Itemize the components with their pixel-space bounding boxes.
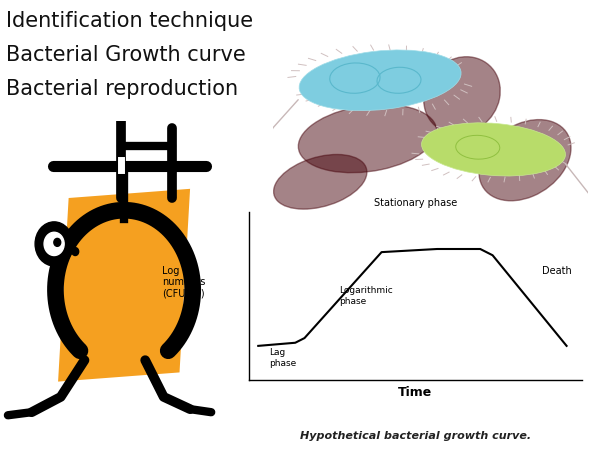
Ellipse shape [475, 122, 575, 198]
Text: Hypothetical bacterial growth curve.: Hypothetical bacterial growth curve. [300, 431, 531, 441]
Text: Bacterial Growth curve: Bacterial Growth curve [6, 45, 246, 65]
Polygon shape [58, 189, 190, 382]
Text: Lag
phase: Lag phase [269, 348, 296, 368]
Circle shape [35, 222, 73, 266]
Ellipse shape [320, 90, 415, 187]
Circle shape [44, 232, 64, 256]
Text: Logarithmic
phase: Logarithmic phase [339, 286, 392, 306]
Ellipse shape [269, 158, 371, 206]
Circle shape [54, 238, 61, 246]
Ellipse shape [299, 50, 461, 111]
Text: Death: Death [542, 266, 572, 275]
Circle shape [72, 248, 79, 256]
Ellipse shape [406, 69, 518, 122]
X-axis label: Time: Time [398, 386, 433, 399]
Text: Bacterial reproduction: Bacterial reproduction [6, 79, 238, 99]
Text: Identification technique: Identification technique [6, 11, 253, 31]
Text: Log
numbers
(CFU/ml): Log numbers (CFU/ml) [163, 266, 206, 299]
Text: Stationary phase: Stationary phase [374, 198, 457, 208]
Ellipse shape [422, 123, 565, 176]
